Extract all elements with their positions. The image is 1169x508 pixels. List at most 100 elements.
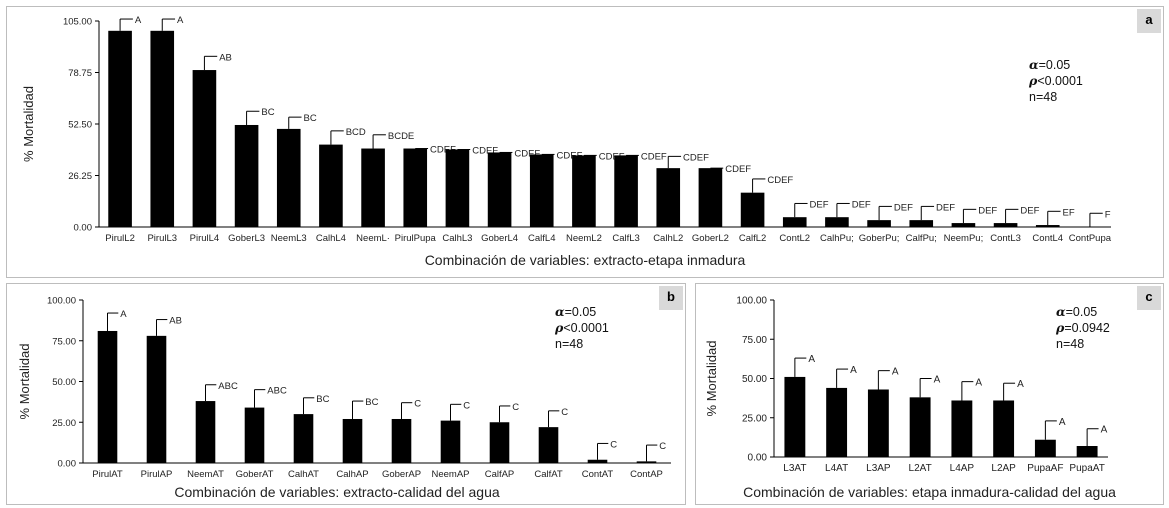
- stats-box-c: α=0.05 ρ=0.0942 n=48: [1056, 304, 1110, 352]
- significance-letter: C: [414, 399, 421, 410]
- bar: [572, 155, 596, 227]
- x-tick-label: L3AP: [866, 463, 891, 474]
- significance-letter: ABC: [267, 386, 287, 397]
- significance-letter: BC: [261, 107, 274, 118]
- x-tick-label: NeemAP: [431, 469, 469, 480]
- stat-rho: <0.0001: [1037, 74, 1083, 88]
- significance-letter: ABC: [218, 381, 238, 392]
- y-tick-label: 25.00: [742, 413, 767, 424]
- bar: [403, 148, 428, 227]
- x-tick-label: CalfPu;: [906, 233, 937, 244]
- bar: [529, 154, 554, 227]
- bar: [614, 155, 638, 227]
- y-tick-label: 0.00: [74, 223, 93, 234]
- bar: [234, 124, 259, 227]
- x-tick-label: CalfL3: [612, 233, 639, 244]
- significance-letter: CDEF: [514, 148, 540, 159]
- y-tick-label: 100.00: [47, 296, 76, 307]
- x-tick-label: GoberPu;: [859, 233, 900, 244]
- significance-letter: A: [975, 378, 982, 389]
- bar: [909, 397, 931, 457]
- x-tick-label: NeemL3: [271, 233, 307, 244]
- y-tick-label: 75.00: [742, 335, 767, 346]
- significance-letter: CDEF: [683, 152, 709, 163]
- x-tick-label: CalfL4: [528, 233, 555, 244]
- significance-letter: A: [1101, 425, 1108, 436]
- significance-letter: C: [561, 407, 568, 418]
- stats-box-a: α=0.05 ρ<0.0001 n=48: [1029, 57, 1083, 105]
- bar: [538, 427, 559, 463]
- x-tick-label: NeemAT: [187, 469, 224, 480]
- chart-a-svg: 0.00 26.25 52.50 78.75 105.00 % Mortalidad A Pi…: [21, 15, 1112, 244]
- y-axis-title: % Mortalidad: [704, 341, 719, 417]
- stats-box-b: α=0.05 ρ<0.0001 n=48: [555, 304, 609, 352]
- bar: [656, 168, 681, 227]
- panel-label-b: b: [659, 286, 683, 310]
- significance-letter: A: [934, 375, 941, 386]
- significance-letter: DEF: [1020, 205, 1039, 216]
- chart-panel-b: 0.00 25.00 50.00 75.00 100.00 % Mortalidad A Pi…: [6, 283, 686, 505]
- significance-letter: DEF: [894, 202, 913, 213]
- x-tick-label: CalfAT: [534, 469, 563, 480]
- significance-letter: A: [120, 309, 127, 320]
- y-tick-label: 105.00: [63, 17, 92, 28]
- x-tick-label: PirulL3: [147, 233, 177, 244]
- bar: [740, 192, 765, 227]
- significance-letter: CDEF: [599, 151, 625, 162]
- y-tick-label: 52.50: [68, 120, 92, 131]
- stat-rho: =0.0942: [1064, 321, 1110, 335]
- x-tick-label: GoberL2: [692, 233, 729, 244]
- bar: [244, 407, 265, 463]
- x-tick-label: CalhPu;: [820, 233, 854, 244]
- bar: [146, 335, 167, 463]
- bar: [391, 418, 412, 463]
- x-tick-label: L4AT: [825, 463, 848, 474]
- significance-letter: A: [177, 15, 184, 26]
- x-tick-label: GoberAT: [236, 469, 274, 480]
- bar: [108, 30, 132, 227]
- x-tick-label: L2AP: [991, 463, 1016, 474]
- x-tick-label: ContL2: [779, 233, 810, 244]
- significance-letter: BCDE: [388, 131, 414, 142]
- x-tick-label: ContPupa: [1069, 233, 1112, 244]
- y-tick-label: 75.00: [52, 336, 76, 347]
- significance-letter: A: [135, 15, 142, 26]
- x-tick-label: PirulPupa: [395, 233, 437, 244]
- bar: [993, 400, 1015, 457]
- x-tick-label: PirulAT: [92, 469, 123, 480]
- x-tick-label: PirulAP: [141, 469, 173, 480]
- bar: [1076, 446, 1098, 457]
- x-tick-label: NeemPu;: [944, 233, 984, 244]
- stat-alpha: =0.05: [564, 305, 597, 319]
- x-tick-label: GoberL3: [228, 233, 265, 244]
- chart-b-svg: 0.00 25.00 50.00 75.00 100.00 % Mortalidad A Pi…: [17, 296, 671, 480]
- significance-letter: C: [659, 441, 666, 452]
- chart-panel-c: 0.00 25.00 50.00 75.00 100.00 % Mortalidad A L3…: [695, 283, 1164, 505]
- stat-n: n=48: [1056, 337, 1085, 351]
- significance-letter: EF: [1063, 207, 1075, 218]
- alpha-symbol: α: [1056, 304, 1066, 319]
- y-tick-label: 50.00: [52, 377, 76, 388]
- stat-n: n=48: [555, 337, 584, 351]
- x-tick-label: PupaAF: [1027, 463, 1063, 474]
- x-tick-label: ContAP: [630, 469, 663, 480]
- bar: [951, 223, 976, 227]
- significance-letter: F: [1105, 209, 1111, 220]
- x-tick-label: CalhL2: [653, 233, 683, 244]
- significance-letter: A: [808, 354, 815, 365]
- bar: [361, 148, 385, 227]
- significance-letter: BC: [365, 397, 378, 408]
- x-tick-label: ContAT: [582, 469, 614, 480]
- bar: [342, 418, 363, 463]
- bar: [993, 223, 1018, 227]
- x-tick-label: GoberL4: [481, 233, 518, 244]
- x-tick-label: PirulL2: [105, 233, 135, 244]
- bar: [440, 420, 461, 463]
- rho-symbol: ρ: [555, 320, 564, 335]
- panel-label-a: a: [1137, 9, 1161, 33]
- y-axis-title: % Mortalidad: [21, 86, 36, 162]
- rho-symbol: ρ: [1056, 320, 1065, 335]
- stat-rho: <0.0001: [563, 321, 609, 335]
- x-tick-label: ContL4: [1032, 233, 1063, 244]
- x-tick-label: GoberAP: [382, 469, 421, 480]
